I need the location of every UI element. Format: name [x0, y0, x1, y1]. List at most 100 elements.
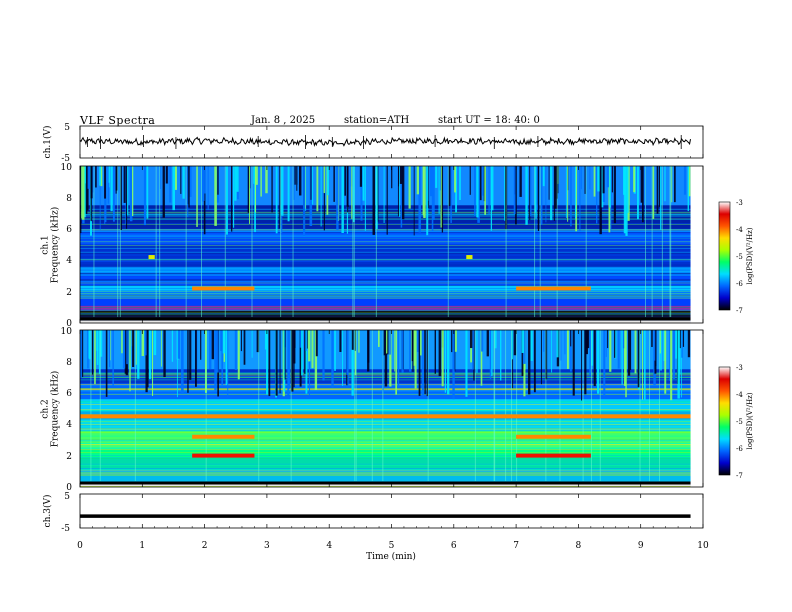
spectrogram-sferic	[293, 166, 296, 185]
spectrogram-sferic	[327, 166, 329, 196]
spectrogram-sferic	[284, 330, 286, 380]
spectrogram-sferic	[315, 330, 318, 357]
spectrogram-sferic	[354, 330, 357, 376]
spectrogram-band	[80, 205, 691, 229]
spectrogram-sferic	[423, 166, 426, 219]
spectrogram-sferic	[169, 166, 172, 203]
spectrogram-sferic	[459, 166, 461, 201]
ch2-ytick-10: 10	[61, 327, 73, 337]
spectrogram-sferic	[293, 330, 295, 388]
spectrogram-sferic	[258, 330, 260, 481]
spectrogram-sferic	[687, 166, 689, 212]
spectrogram-sferic	[557, 166, 559, 194]
spectrogram-sferic	[135, 330, 137, 365]
ch2-spectrogram-ylabel: ch.2Frequency (kHz)	[40, 371, 60, 448]
spectrogram-sferic	[554, 166, 558, 209]
spectrogram-sferic	[247, 166, 250, 213]
spectrogram-line	[80, 208, 691, 210]
spectrogram-sferic	[243, 330, 246, 365]
spectrogram-line	[80, 277, 691, 278]
spectrogram-sferic	[633, 166, 636, 193]
spectrogram-sferic	[516, 330, 518, 481]
spectrogram-sferic	[159, 166, 161, 317]
ch2-ytick-0: 0	[66, 483, 72, 493]
ch1-cbar-tick-m5: -5	[736, 253, 743, 261]
spectrogram-sferic	[521, 330, 525, 353]
spectrogram-sferic	[310, 166, 312, 200]
spectrogram-sferic	[534, 166, 536, 317]
spectrogram-sferic	[81, 330, 84, 378]
spectrogram-sferic	[615, 330, 617, 359]
spectrogram-sferic	[536, 166, 539, 211]
spectrogram-sferic	[153, 330, 157, 356]
spectrogram-band	[80, 318, 691, 323]
spectrogram-sferic	[377, 330, 380, 347]
spectrogram-sferic	[659, 330, 661, 481]
spectrogram-sferic	[607, 330, 609, 349]
spectrogram-sferic	[579, 166, 581, 231]
spectrogram-sferic	[372, 166, 376, 235]
spectrogram-sferic	[105, 330, 108, 397]
spectrogram-sferic	[636, 166, 639, 220]
spectrogram-blank	[690, 166, 703, 323]
spectrogram-line	[80, 454, 691, 456]
spectrogram-band	[80, 317, 691, 321]
spectrogram-sferic	[208, 330, 212, 370]
spectrogram-sferic	[597, 330, 600, 394]
spectrogram-sferic	[134, 330, 136, 481]
spectrogram-sferic	[119, 166, 121, 317]
spectrogram-line	[80, 253, 691, 254]
spectrogram-line	[80, 390, 691, 391]
spectrogram-line	[80, 472, 691, 474]
spectrogram-line	[80, 234, 691, 236]
spectrogram-line	[80, 410, 691, 412]
spectrogram-sferic	[152, 330, 154, 396]
spectrogram-sferic	[367, 330, 370, 372]
spectrogram-sferic	[386, 330, 389, 355]
spectrogram-line	[80, 229, 691, 231]
ch1-ytick-0: 0	[66, 319, 72, 329]
spectrogram-line	[80, 474, 691, 476]
spectrogram-sferic	[180, 166, 182, 194]
spectrogram-sferic	[305, 330, 307, 351]
x-tick-label: 3	[264, 541, 270, 551]
spectrogram-sferic	[353, 166, 355, 317]
spectrogram-sferic	[80, 166, 82, 234]
ch1-cbar-tick-m3: -3	[736, 199, 743, 207]
spectrogram-sferic	[451, 330, 453, 353]
spectrogram-sferic	[515, 166, 517, 225]
spectrogram-sferic	[399, 166, 403, 184]
spectrogram-sferic	[559, 330, 561, 481]
spectrogram-sferic	[234, 330, 237, 371]
spectrogram-line	[80, 285, 691, 286]
spectrogram-sferic	[132, 330, 135, 367]
spectrogram-sferic	[426, 330, 429, 397]
spectrogram-line	[80, 254, 691, 256]
spectrogram-sferic	[494, 330, 496, 481]
spectrogram-line	[80, 298, 691, 299]
spectrogram-sferic	[397, 166, 399, 217]
x-tick-label: 4	[326, 541, 332, 551]
spectrogram-line	[80, 266, 691, 268]
ch1-colorbar: -3 -4 -5 -6 -7 log(PSD)(V²/Hz)	[718, 199, 754, 315]
spectrogram-line	[80, 485, 691, 487]
spectrogram-sferic	[629, 330, 632, 370]
spectrogram-sferic	[122, 330, 126, 369]
spectrogram-sferic	[391, 166, 393, 189]
spectrogram-sferic	[87, 330, 89, 369]
spectrogram-sferic	[217, 166, 219, 195]
ch1-colorbar-scale	[718, 201, 731, 311]
spectrogram-sferic	[93, 166, 95, 317]
spectrogram-sferic	[280, 166, 282, 317]
spectrogram-sferic	[454, 166, 456, 193]
spectrogram-line	[80, 449, 691, 450]
spectrogram-line	[80, 243, 691, 245]
spectrogram-sferic	[109, 330, 111, 368]
x-tick-label: 9	[638, 541, 644, 551]
ch2-cbar-tick-m7: -7	[736, 472, 743, 480]
spectrogram-sferic	[188, 166, 190, 208]
spectrogram-sferic	[311, 330, 314, 369]
spectrogram-sferic	[95, 166, 97, 188]
ch1-ytick-4: 4	[66, 256, 72, 266]
spectrogram-line	[80, 229, 691, 231]
